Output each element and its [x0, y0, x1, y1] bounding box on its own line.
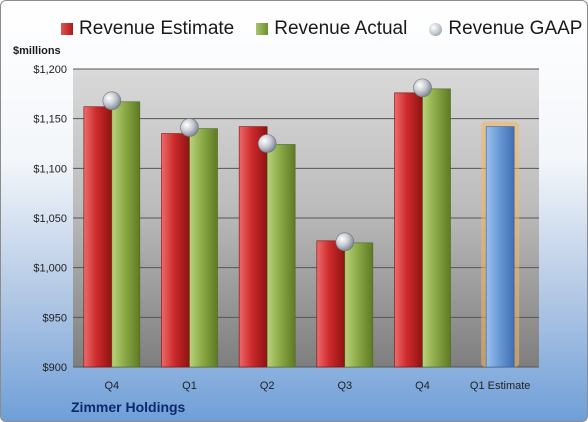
x-tick-label: Q3 — [337, 380, 352, 392]
marker-revenue-gaap — [102, 91, 122, 111]
x-tick-label: Q1 Estimate — [470, 380, 531, 392]
y-tick-label: $1,200 — [33, 64, 67, 76]
bar-revenue-actual — [266, 144, 296, 368]
y-tick-label: $900 — [43, 362, 67, 374]
marker-revenue-gaap — [180, 118, 199, 137]
estimate-swatch-icon — [61, 23, 73, 35]
bar-revenue-actual — [189, 128, 218, 368]
x-tick-label: Q4 — [415, 380, 430, 392]
bars — [83, 88, 520, 368]
legend-item-estimate: Revenue Estimate — [61, 18, 234, 40]
legend-estimate-label: Revenue Estimate — [79, 18, 235, 39]
bar-revenue-estimate — [161, 133, 190, 368]
bar-revenue-actual — [344, 242, 374, 368]
legend-item-gaap: Revenue GAAP — [429, 18, 582, 40]
gridlines — [73, 68, 539, 368]
bar-forecast-estimate — [485, 126, 515, 368]
bar-revenue-estimate — [83, 106, 113, 368]
x-tick-label: Q2 — [260, 380, 275, 392]
legend-item-actual: Revenue Actual — [256, 18, 407, 40]
bar-revenue-actual — [422, 88, 451, 368]
x-axis-labels: Q4 Q1 Q2 Q3 Q4 Q1 Estimate — [104, 380, 530, 392]
y-tick-label: $1,150 — [33, 114, 67, 126]
legend-actual-label: Revenue Actual — [274, 18, 408, 39]
bar-revenue-estimate — [316, 240, 346, 368]
marker-revenue-gaap — [257, 134, 277, 153]
y-tick-label: $1,050 — [33, 213, 67, 225]
bar-revenue-estimate — [238, 126, 268, 368]
y-axis-unit-label: $millions — [13, 45, 61, 57]
gaap-markers — [102, 78, 432, 252]
legend: Revenue Estimate Revenue Actual Revenue … — [61, 15, 582, 43]
company-name: Zimmer Holdings — [71, 399, 186, 415]
y-tick-label: $1,100 — [33, 163, 67, 175]
legend-gaap-label: Revenue GAAP — [448, 18, 583, 39]
actual-swatch-icon — [256, 23, 269, 35]
y-tick-label: $1,000 — [33, 263, 67, 275]
y-axis-ticks: $900 $950 $1,000 $1,050 $1,100 $1,150 $1,200 — [33, 64, 67, 374]
bar-revenue-estimate — [394, 92, 423, 368]
x-tick-label: Q1 — [182, 380, 197, 392]
bar-revenue-actual — [111, 101, 141, 368]
y-tick-label: $950 — [43, 312, 67, 324]
marker-revenue-gaap — [335, 232, 355, 252]
x-tick-label: Q4 — [104, 380, 119, 392]
marker-revenue-gaap — [413, 78, 432, 98]
gaap-marker-icon — [429, 22, 443, 36]
